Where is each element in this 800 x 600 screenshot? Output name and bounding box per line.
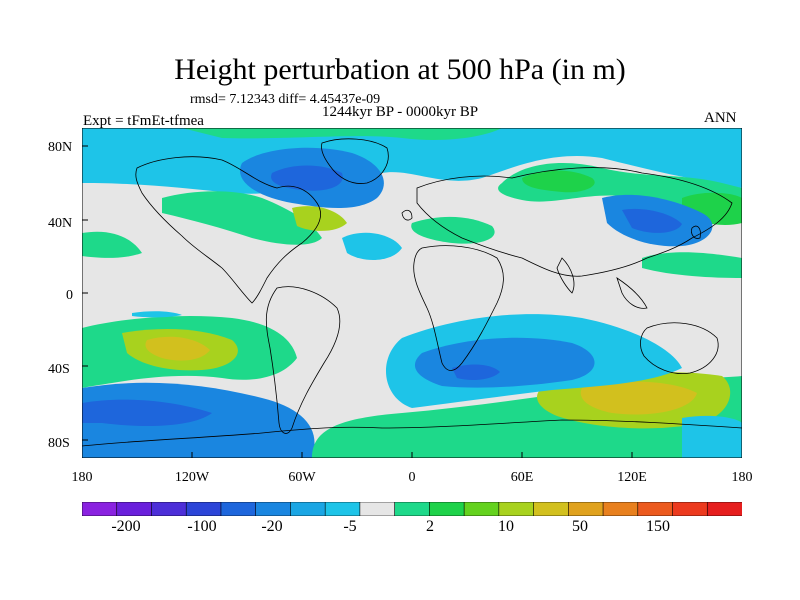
colorbar-swatch-11 — [463, 502, 500, 516]
lon-label-120w: 120W — [174, 470, 210, 485]
colorbar-label-150: 150 — [646, 518, 670, 535]
lat-label-80s: 80S — [48, 436, 70, 451]
contour-green-polar — [182, 128, 502, 140]
colorbar-swatch-4 — [220, 502, 257, 516]
contour-yellowgreen-canada — [292, 206, 347, 231]
contour-green-west — [82, 231, 142, 258]
colorbar-label-neg200: -200 — [111, 518, 141, 535]
colorbar-swatch-17 — [672, 502, 708, 516]
contour-yellow-south-indian — [580, 381, 697, 415]
colorbar-label-neg5: -5 — [343, 518, 357, 535]
contour-green-westpac — [642, 252, 742, 278]
colorbar-label-10: 10 — [498, 518, 514, 535]
contour-green-pacific-north — [162, 191, 322, 245]
colorbar-label-neg100: -100 — [187, 518, 217, 535]
season-label: ANN — [704, 110, 737, 126]
lon-label-60w: 60W — [288, 470, 316, 485]
colorbar-swatch-13 — [533, 502, 569, 516]
lon-label-180w: 180 — [71, 470, 93, 485]
colorbar-swatch-9 — [394, 502, 430, 516]
contour-cyan-atlantic — [342, 232, 402, 260]
colorbar-swatch-5 — [255, 502, 292, 516]
axis-ticks — [82, 145, 742, 458]
lon-label-0: 0 — [408, 470, 416, 485]
contour-yellow-south-pacific — [145, 336, 210, 361]
lat-label-80n: 80N — [48, 140, 73, 155]
lat-label-40s: 40S — [48, 362, 70, 377]
contour-blue-arctic-core — [271, 165, 343, 191]
colorbar-label-2: 2 — [426, 518, 434, 535]
contour-cyan-tropical — [132, 311, 182, 318]
lon-label-120e: 120E — [617, 470, 647, 485]
lon-label-60e: 60E — [510, 470, 534, 485]
colorbar — [82, 502, 742, 516]
colorbar-label-neg20: -20 — [261, 518, 283, 535]
plot-title: Height perturbation at 500 hPa (in m) — [174, 53, 626, 86]
contour-green-siberia — [522, 170, 595, 193]
coastlines — [82, 138, 742, 447]
colorbar-swatch-18 — [706, 502, 742, 516]
contour-blue-south-atlantic-core — [452, 364, 500, 380]
lat-label-0: 0 — [66, 288, 73, 303]
colorbar-swatch-10 — [429, 502, 465, 516]
colorbar-swatch-16 — [637, 502, 674, 516]
colorbar-swatch-6 — [290, 502, 326, 516]
colorbar-swatch-2 — [151, 502, 187, 516]
colorbar-swatch-1 — [116, 502, 153, 516]
colorbar-swatch-7 — [324, 502, 361, 516]
lat-label-40n: 40N — [48, 216, 73, 231]
period-label: 1244kyr BP - 0000kyr BP — [322, 104, 479, 120]
contour-blue-southern-west-core — [82, 399, 212, 426]
colorbar-label-50: 50 — [572, 518, 588, 535]
colorbar-swatch-3 — [185, 502, 222, 516]
colorbar-swatch-14 — [568, 502, 604, 516]
stats-label: rmsd= 7.12343 diff= 4.45437e-09 — [190, 92, 381, 107]
contour-blue-asia-core — [622, 208, 682, 233]
colorbar-swatch-8 — [359, 502, 396, 516]
contour-cyan-antarctic-east — [682, 415, 742, 458]
experiment-label: Expt = tFmEt-tfmea — [83, 113, 204, 129]
colorbar-swatch-15 — [602, 502, 639, 516]
height-perturbation-map — [82, 128, 742, 458]
colorbar-swatch-0 — [82, 502, 118, 516]
colorbar-swatch-12 — [498, 502, 535, 516]
contour-green-europe — [411, 216, 495, 244]
lon-label-180e: 180 — [731, 470, 753, 485]
